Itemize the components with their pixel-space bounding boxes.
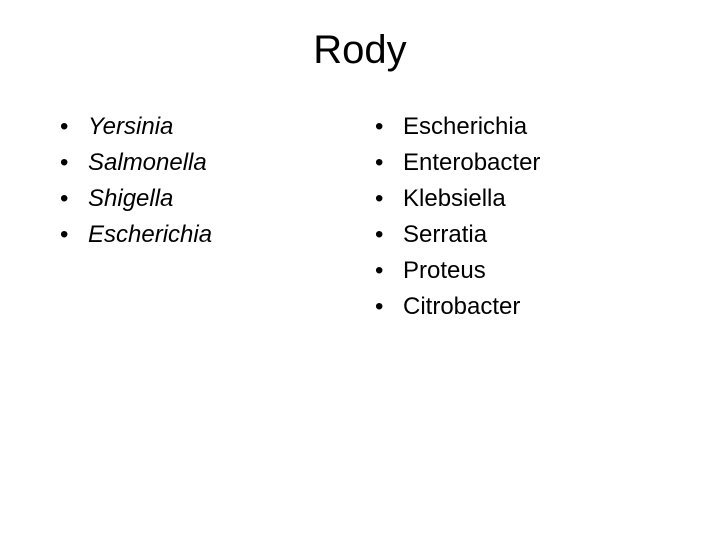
slide: Rody •Yersinia •Salmonella •Shigella •Es… [0,0,720,540]
bullet-icon: • [60,109,88,145]
columns-container: •Yersinia •Salmonella •Shigella •Escheri… [60,109,660,325]
list-item: •Proteus [375,253,660,289]
list-item: •Escherichia [375,109,660,145]
list-item-label: Proteus [403,253,486,289]
list-item-label: Salmonella [88,145,207,181]
list-item: •Escherichia [60,217,345,253]
list-item-label: Serratia [403,217,487,253]
list-item-label: Yersinia [88,109,173,145]
bullet-icon: • [60,145,88,181]
bullet-icon: • [375,109,403,145]
list-item-label: Klebsiella [403,181,506,217]
bullet-icon: • [375,145,403,181]
bullet-icon: • [375,181,403,217]
list-item-label: Citrobacter [403,289,520,325]
list-item: •Klebsiella [375,181,660,217]
list-item: •Shigella [60,181,345,217]
list-item-label: Escherichia [88,217,212,253]
list-item-label: Shigella [88,181,173,217]
list-item: •Citrobacter [375,289,660,325]
slide-title: Rody [60,28,660,73]
list-item: •Yersinia [60,109,345,145]
list-item: •Enterobacter [375,145,660,181]
bullet-icon: • [375,253,403,289]
bullet-icon: • [375,289,403,325]
list-item-label: Enterobacter [403,145,540,181]
bullet-icon: • [375,217,403,253]
right-column: •Escherichia •Enterobacter •Klebsiella •… [345,109,660,325]
list-item: •Salmonella [60,145,345,181]
left-column: •Yersinia •Salmonella •Shigella •Escheri… [60,109,345,325]
bullet-icon: • [60,217,88,253]
left-list: •Yersinia •Salmonella •Shigella •Escheri… [60,109,345,253]
list-item: •Serratia [375,217,660,253]
right-list: •Escherichia •Enterobacter •Klebsiella •… [375,109,660,325]
list-item-label: Escherichia [403,109,527,145]
bullet-icon: • [60,181,88,217]
